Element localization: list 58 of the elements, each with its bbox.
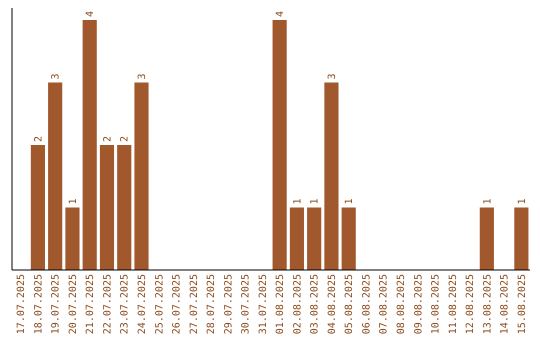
x-tick-label: 14.08.2025 <box>500 274 511 334</box>
x-tick-label: 25.07.2025 <box>154 274 166 334</box>
bar <box>100 145 114 270</box>
data-label: 1 <box>344 198 356 204</box>
x-tick-label: 18.07.2025 <box>33 274 44 334</box>
data-label: 3 <box>137 73 148 80</box>
x-tick-label: 10.08.2025 <box>430 274 442 334</box>
bar <box>82 20 97 270</box>
data-label: 4 <box>85 10 96 17</box>
bar <box>117 145 132 270</box>
x-tick-label: 11.08.2025 <box>448 274 459 334</box>
data-label: 1 <box>482 198 494 204</box>
bar <box>30 145 45 270</box>
x-tick-label: 31.07.2025 <box>258 274 269 334</box>
bar <box>134 82 149 270</box>
x-tick-label: 12.08.2025 <box>465 274 476 334</box>
x-tick-label: 22.07.2025 <box>102 274 114 334</box>
x-tick-label: 01.08.2025 <box>275 274 286 334</box>
x-tick-label: 17.07.2025 <box>16 274 28 334</box>
x-tick-label: 15.08.2025 <box>516 274 528 334</box>
x-tick-label: 21.07.2025 <box>85 274 96 334</box>
data-label: 1 <box>68 198 79 204</box>
data-label: 1 <box>310 198 321 204</box>
bar <box>307 208 322 270</box>
data-label: 1 <box>516 198 528 204</box>
x-tick-label: 20.07.2025 <box>68 274 79 334</box>
data-label: 3 <box>326 73 338 80</box>
x-tick-label: 26.07.2025 <box>172 274 183 334</box>
bar <box>342 208 356 270</box>
x-tick-label: 30.07.2025 <box>240 274 252 334</box>
data-label: 4 <box>275 10 286 17</box>
bar <box>290 208 304 270</box>
bar <box>272 20 287 270</box>
bar <box>48 82 62 270</box>
x-tick-label: 29.07.2025 <box>223 274 234 334</box>
data-label: 1 <box>292 198 304 204</box>
x-tick-label: 09.08.2025 <box>413 274 424 334</box>
bar <box>324 82 339 270</box>
x-tick-label: 19.07.2025 <box>50 274 62 334</box>
x-tick-label: 05.08.2025 <box>344 274 356 334</box>
bar <box>65 208 80 270</box>
x-tick-label: 13.08.2025 <box>482 274 494 334</box>
x-tick-label: 27.07.2025 <box>188 274 200 334</box>
x-tick-label: 04.08.2025 <box>326 274 338 334</box>
x-tick-label: 06.08.2025 <box>361 274 372 334</box>
bar <box>514 208 528 270</box>
x-tick-label: 07.08.2025 <box>378 274 390 334</box>
x-tick-label: 08.08.2025 <box>396 274 407 334</box>
bar <box>480 208 494 270</box>
data-label: 2 <box>102 136 114 142</box>
x-tick-label: 24.07.2025 <box>137 274 148 334</box>
x-tick-label: 28.07.2025 <box>206 274 218 334</box>
data-label: 2 <box>120 136 131 142</box>
data-label: 2 <box>33 136 44 142</box>
x-tick-label: 03.08.2025 <box>310 274 321 334</box>
data-label: 3 <box>50 73 62 80</box>
x-tick-label: 23.07.2025 <box>120 274 131 334</box>
x-tick-label: 02.08.2025 <box>292 274 304 334</box>
